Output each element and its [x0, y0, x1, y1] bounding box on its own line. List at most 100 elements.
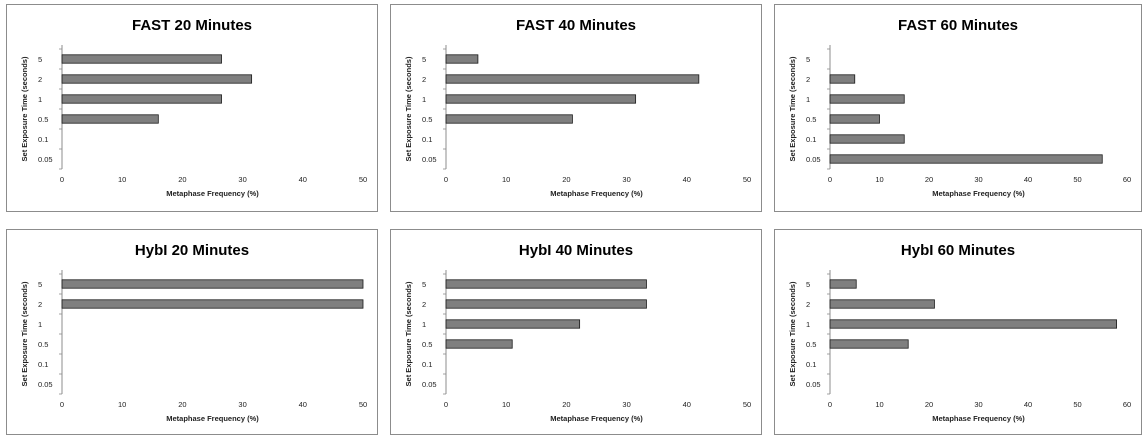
x-tick-label: 20 — [925, 400, 933, 409]
y-tick-label: 0.5 — [422, 115, 432, 124]
x-tick-label: 50 — [1073, 400, 1081, 409]
y-tick-label: 5 — [422, 55, 426, 64]
y-tick-label: 0.1 — [38, 360, 48, 369]
x-tick-label: 20 — [562, 400, 570, 409]
y-tick-label: 5 — [422, 280, 426, 289]
y-tick-label: 5 — [38, 55, 42, 64]
x-tick-label: 20 — [562, 175, 570, 184]
chart-panel-hybi-40: HybI 40 Minutes 0.05 0.1 0.5 1 2 5 0 10 20 30 40 50 M… — [390, 229, 762, 435]
x-axis-label: Metaphase Frequency (%) — [166, 189, 259, 198]
x-tick-label: 10 — [118, 400, 126, 409]
y-tick-label: 0.1 — [806, 360, 816, 369]
y-tick-label: 0.5 — [38, 340, 48, 349]
x-tick-label: 0 — [60, 175, 64, 184]
x-tick-label: 10 — [502, 175, 510, 184]
bar — [829, 74, 856, 84]
x-tick-label: 0 — [828, 400, 832, 409]
x-tick-label: 40 — [1024, 400, 1032, 409]
y-tick-label: 1 — [806, 320, 810, 329]
chart-panel-fast-60: FAST 60 Minutes 0.05 0.1 0.5 1 2 5 0 10 20 30 40 50 6… — [774, 4, 1142, 212]
chart-title: FAST 60 Minutes — [898, 17, 1018, 34]
bar — [61, 54, 222, 64]
x-tick-label: 40 — [299, 400, 307, 409]
y-tick-label: 0.5 — [806, 340, 816, 349]
x-tick-label: 50 — [743, 400, 751, 409]
y-axis-label: Set Exposure Time (seconds) — [404, 281, 413, 386]
y-axis-label: Set Exposure Time (seconds) — [404, 56, 413, 161]
x-tick-label: 40 — [299, 175, 307, 184]
bar — [61, 74, 253, 84]
x-tick-label: 60 — [1123, 175, 1131, 184]
y-tick-label: 0.1 — [422, 360, 432, 369]
chart-panel-hybi-60: HybI 60 Minutes 0.05 0.1 0.5 1 2 5 0 10 20 30 40 50 6… — [774, 229, 1142, 435]
bar — [445, 279, 647, 289]
x-tick-label: 30 — [238, 400, 246, 409]
y-tick-label: 5 — [806, 280, 810, 289]
x-tick-label: 60 — [1123, 400, 1131, 409]
x-tick-label: 40 — [683, 175, 691, 184]
y-tick-label: 0.1 — [806, 135, 816, 144]
y-tick-label: 0.05 — [422, 380, 437, 389]
y-tick-label: 1 — [38, 320, 42, 329]
y-tick-label: 0.5 — [806, 115, 816, 124]
bar — [829, 279, 857, 289]
bar — [445, 319, 581, 329]
bar — [445, 114, 573, 124]
y-axis-label: Set Exposure Time (seconds) — [20, 281, 29, 386]
chart-title: FAST 40 Minutes — [516, 17, 636, 34]
y-axis-label: Set Exposure Time (seconds) — [788, 281, 797, 386]
y-tick-label: 2 — [38, 300, 42, 309]
x-axis-label: Metaphase Frequency (%) — [932, 414, 1025, 423]
bar — [829, 114, 880, 124]
x-axis-label: Metaphase Frequency (%) — [550, 414, 643, 423]
x-tick-label: 30 — [622, 400, 630, 409]
y-tick-label: 1 — [422, 320, 426, 329]
bar — [829, 319, 1118, 329]
x-tick-label: 40 — [1024, 175, 1032, 184]
y-tick-label: 0.05 — [38, 380, 53, 389]
bar — [829, 134, 905, 144]
bar — [829, 339, 909, 349]
x-tick-label: 10 — [118, 175, 126, 184]
bar — [445, 54, 479, 64]
x-axis-label: Metaphase Frequency (%) — [166, 414, 259, 423]
bar — [445, 94, 637, 104]
x-tick-label: 0 — [444, 400, 448, 409]
y-tick-label: 5 — [806, 55, 810, 64]
bar — [61, 279, 364, 289]
y-tick-label: 1 — [38, 95, 42, 104]
y-axis-label: Set Exposure Time (seconds) — [788, 56, 797, 161]
x-tick-label: 50 — [1073, 175, 1081, 184]
bar — [829, 299, 935, 309]
x-tick-label: 30 — [622, 175, 630, 184]
x-tick-label: 20 — [178, 400, 186, 409]
y-tick-label: 2 — [38, 75, 42, 84]
x-tick-label: 50 — [359, 175, 367, 184]
chart-title: HybI 40 Minutes — [519, 242, 633, 259]
y-tick-label: 0.5 — [422, 340, 432, 349]
x-tick-label: 20 — [178, 175, 186, 184]
bar — [445, 339, 513, 349]
x-tick-label: 0 — [60, 400, 64, 409]
x-axis-label: Metaphase Frequency (%) — [550, 189, 643, 198]
bar — [445, 74, 700, 84]
bar — [61, 94, 222, 104]
y-tick-label: 2 — [806, 75, 810, 84]
bar — [829, 94, 905, 104]
x-tick-label: 40 — [683, 400, 691, 409]
x-tick-label: 30 — [974, 400, 982, 409]
y-tick-label: 0.1 — [422, 135, 432, 144]
x-tick-label: 50 — [359, 400, 367, 409]
bar — [445, 299, 647, 309]
chart-title: HybI 20 Minutes — [135, 242, 249, 259]
y-tick-label: 2 — [422, 75, 426, 84]
y-tick-label: 0.05 — [806, 155, 821, 164]
x-tick-label: 50 — [743, 175, 751, 184]
y-tick-label: 0.05 — [422, 155, 437, 164]
x-tick-label: 0 — [828, 175, 832, 184]
